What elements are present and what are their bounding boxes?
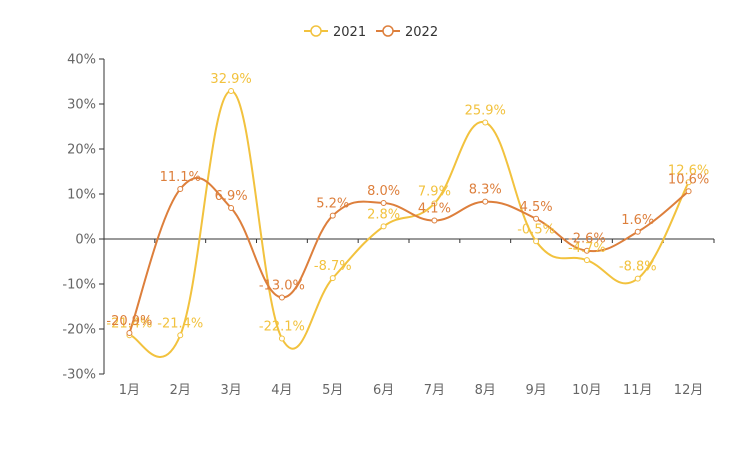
data-point-2021[interactable] — [380, 223, 387, 230]
legend: 2021 2022 — [304, 25, 438, 40]
data-point-2021[interactable] — [634, 275, 641, 282]
data-point-2021[interactable] — [278, 335, 285, 342]
data-label-2022: 4.5% — [520, 200, 553, 215]
y-tick-label: -30% — [62, 368, 96, 383]
series-line-2021 — [129, 89, 690, 358]
data-label-2022: 1.6% — [621, 213, 654, 228]
y-tick-label: -10% — [62, 278, 96, 293]
y-tick-label: 0% — [75, 233, 96, 248]
y-tick-label: 30% — [67, 98, 96, 113]
series-lines — [128, 89, 690, 358]
x-tick-label: 2月 — [170, 383, 191, 398]
data-labels: -21.4% -21.4% 32.9% -22.1% -8.7% 2.8% 7.9% 25.9… — [106, 72, 709, 335]
data-label-2022: -2.6% — [568, 232, 606, 247]
legend-marker-2021 — [310, 25, 322, 37]
data-point-2021[interactable] — [583, 257, 590, 264]
y-tick-label: 10% — [67, 188, 96, 203]
data-point-2022[interactable] — [583, 247, 590, 254]
x-tick-label: 11月 — [623, 383, 653, 398]
data-point-2022[interactable] — [685, 188, 692, 195]
x-tick-label: 3月 — [220, 383, 241, 398]
legend-marker-2022 — [382, 25, 394, 37]
data-label-2022: 8.3% — [469, 183, 502, 198]
data-point-2021[interactable] — [228, 87, 235, 94]
data-label-2021: -8.8% — [619, 260, 657, 275]
legend-label-2022[interactable]: 2022 — [405, 25, 438, 40]
data-point-2021[interactable] — [431, 200, 438, 207]
data-label-2021: -8.7% — [314, 259, 352, 274]
data-point-2022[interactable] — [278, 294, 285, 301]
y-tick-label: 40% — [67, 53, 96, 68]
data-point-2021[interactable] — [329, 275, 336, 282]
data-label-2022: -13.0% — [259, 279, 305, 294]
data-point-2021[interactable] — [533, 238, 540, 245]
y-tick-label: 20% — [67, 143, 96, 158]
x-tick-label: 7月 — [424, 383, 445, 398]
x-tick-label: 8月 — [475, 383, 496, 398]
data-label-2022: 5.2% — [316, 197, 349, 212]
x-tick-label: 12月 — [674, 383, 704, 398]
data-point-2022[interactable] — [431, 217, 438, 224]
data-label-2022: 4.1% — [418, 202, 451, 217]
x-tick-label: 1月 — [119, 383, 140, 398]
data-label-2021: 12.6% — [668, 163, 709, 178]
axes: -30% -20% -10% 0% 10% 20% 30% 40% 1月 2月 3月 4月 5月 6月 7月… — [62, 53, 715, 398]
data-label-2021: 2.8% — [367, 207, 400, 222]
y-tick-label: -20% — [62, 323, 96, 338]
data-label-2021: 25.9% — [465, 103, 506, 118]
data-label-2021: -4.7% — [568, 241, 606, 256]
data-point-2022[interactable] — [533, 215, 540, 222]
data-label-2021: 7.9% — [418, 184, 451, 199]
data-point-2022[interactable] — [634, 228, 641, 235]
data-label-2022: 10.6% — [668, 172, 709, 187]
data-point-2021[interactable] — [482, 119, 489, 126]
data-label-2021: -21.4% — [106, 316, 152, 331]
x-tick-label: 6月 — [373, 383, 394, 398]
data-point-2022[interactable] — [380, 200, 387, 206]
x-tick-label: 5月 — [322, 383, 343, 398]
series-points — [126, 87, 692, 342]
x-tick-label: 4月 — [271, 383, 292, 398]
data-label-2022: 6.9% — [215, 189, 248, 204]
data-label-2022: -20.9% — [106, 314, 152, 329]
data-label-2022: 8.0% — [367, 184, 400, 199]
x-tick-label: 9月 — [525, 383, 546, 398]
data-point-2021[interactable] — [177, 332, 184, 339]
legend-label-2021[interactable]: 2021 — [333, 25, 366, 40]
data-point-2022[interactable] — [228, 204, 235, 211]
data-label-2021: 32.9% — [210, 72, 251, 87]
data-point-2022[interactable] — [482, 198, 489, 205]
data-label-2022: 11.1% — [160, 170, 201, 185]
x-tick-label: 10月 — [572, 383, 602, 398]
data-label-2021: -21.4% — [157, 316, 203, 331]
data-point-2022[interactable] — [177, 186, 184, 193]
data-label-2021: -22.1% — [259, 319, 305, 334]
data-label-2021: -0.5% — [517, 222, 555, 237]
data-point-2021[interactable] — [685, 179, 692, 186]
data-point-2022[interactable] — [329, 212, 336, 219]
data-point-2022[interactable] — [126, 330, 133, 337]
